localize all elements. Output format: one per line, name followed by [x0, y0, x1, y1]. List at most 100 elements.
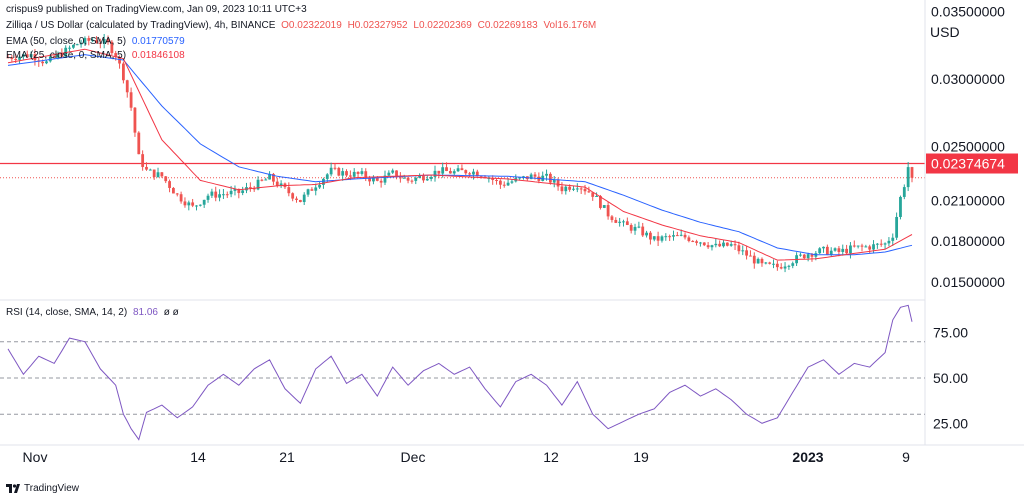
candle-body: [410, 180, 414, 182]
rsi-extra: ø ø: [163, 307, 179, 318]
candle-body: [75, 44, 79, 46]
candle-body: [56, 53, 60, 58]
candle-body: [841, 248, 845, 252]
tradingview-logo-icon: [6, 484, 20, 493]
candle-body: [733, 244, 737, 246]
price-tick-label: 0.02100000: [931, 193, 1005, 209]
rsi-axis[interactable]: 75.00 50.00 25.00: [933, 325, 968, 432]
candle-body: [422, 176, 425, 181]
candle-body: [364, 171, 368, 178]
candle-body: [883, 243, 887, 245]
candle-body: [468, 173, 472, 175]
candle-body: [741, 250, 745, 252]
price-axis[interactable]: USD 0.03500000 0.03000000 0.02500000 0.02100…: [926, 3, 1018, 290]
candle-body: [345, 171, 348, 176]
candle-body: [414, 177, 418, 181]
candle-body: [860, 245, 864, 247]
candle-body: [45, 61, 48, 64]
time-tick-label: 14: [190, 449, 206, 465]
candle-body: [129, 92, 133, 108]
candle-body: [387, 172, 391, 176]
candle-body: [456, 168, 460, 172]
candle-body: [502, 184, 506, 186]
candle-body: [322, 178, 325, 185]
candle-body: [491, 178, 495, 181]
candle-body: [168, 181, 171, 188]
candle-body: [60, 53, 64, 57]
price-tick-label: 0.03500000: [931, 3, 1005, 19]
rsi-pane: [0, 304, 925, 441]
ohlc-high: H0.02327952: [347, 20, 408, 31]
ema25-legend[interactable]: EMA (25, close, 0, SMA, 5) 0.01846108: [6, 50, 188, 62]
candle-body: [579, 188, 583, 190]
candle-body: [71, 44, 75, 48]
candle-body: [664, 236, 668, 238]
candle-body: [425, 178, 429, 181]
candle-body: [29, 54, 33, 58]
candle-body: [575, 188, 579, 190]
candle-body: [622, 221, 625, 223]
time-axis[interactable]: Nov 14 21 Dec 12 19 2023 9: [23, 449, 911, 465]
candle-body: [910, 167, 914, 178]
rsi-tick-label: 50.00: [933, 370, 968, 386]
candle-body: [902, 187, 906, 197]
candle-body: [272, 173, 275, 182]
candle-body: [333, 167, 337, 169]
ema25-value: 0.01846108: [131, 50, 185, 61]
symbol-legend[interactable]: Zilliqa / US Dollar (calculated by Tradi…: [6, 20, 599, 32]
candle-body: [87, 38, 91, 41]
rsi-value: 81.06: [132, 307, 158, 318]
candle-body: [18, 56, 21, 60]
candle-body: [660, 236, 664, 241]
candle-body: [745, 250, 748, 256]
candle-body: [625, 221, 629, 225]
candle-body: [118, 56, 121, 64]
price-tick-label: 0.03000000: [931, 71, 1005, 87]
candle-body: [545, 173, 548, 176]
candle-body: [172, 187, 175, 194]
candle-body: [725, 242, 729, 246]
candle-body: [48, 56, 52, 62]
candle-body: [498, 180, 502, 185]
candle-body: [110, 41, 114, 54]
candle-body: [549, 173, 552, 183]
candle-body: [718, 243, 722, 247]
candle-body: [587, 191, 591, 193]
candle-body: [325, 174, 329, 179]
candle-body: [564, 186, 568, 192]
candle-body: [229, 190, 233, 195]
candle-body: [287, 187, 291, 194]
ema50-label: EMA (50, close, 0, SMA, 5): [6, 36, 127, 47]
time-tick-label: 9: [902, 449, 910, 465]
candle-body: [649, 232, 652, 240]
candle-body: [510, 181, 514, 183]
candle-body: [668, 236, 672, 238]
candle-body: [679, 234, 683, 236]
candle-body: [464, 170, 468, 174]
candle-body: [695, 241, 698, 243]
candle-body: [552, 179, 556, 183]
candle-body: [452, 171, 456, 174]
candle-body: [775, 263, 779, 268]
candle-body: [264, 179, 268, 181]
tradingview-footer[interactable]: TradingView: [6, 483, 79, 494]
candle-body: [887, 240, 891, 244]
ema50-legend[interactable]: EMA (50, close, 0, SMA, 5) 0.01770579: [6, 36, 188, 48]
ohlc-volume: Vol16.176M: [543, 20, 597, 31]
candle-body: [714, 243, 718, 246]
candle-body: [687, 237, 691, 242]
candle-body: [164, 176, 168, 182]
candle-body: [125, 80, 129, 93]
candle-body: [52, 56, 56, 58]
current-price-badge[interactable]: [926, 153, 1018, 174]
ohlc-close: C0.02269183: [477, 20, 538, 31]
candle-body: [783, 266, 787, 269]
candle-body: [122, 63, 125, 81]
candle-body: [702, 242, 706, 246]
rsi-legend[interactable]: RSI (14, close, SMA, 14, 2) 81.06 ø ø: [6, 307, 182, 319]
candle-body: [291, 193, 295, 199]
candle-body: [418, 176, 422, 178]
candle-body: [160, 172, 164, 177]
candle-body: [256, 179, 260, 190]
candle-body: [298, 199, 302, 203]
